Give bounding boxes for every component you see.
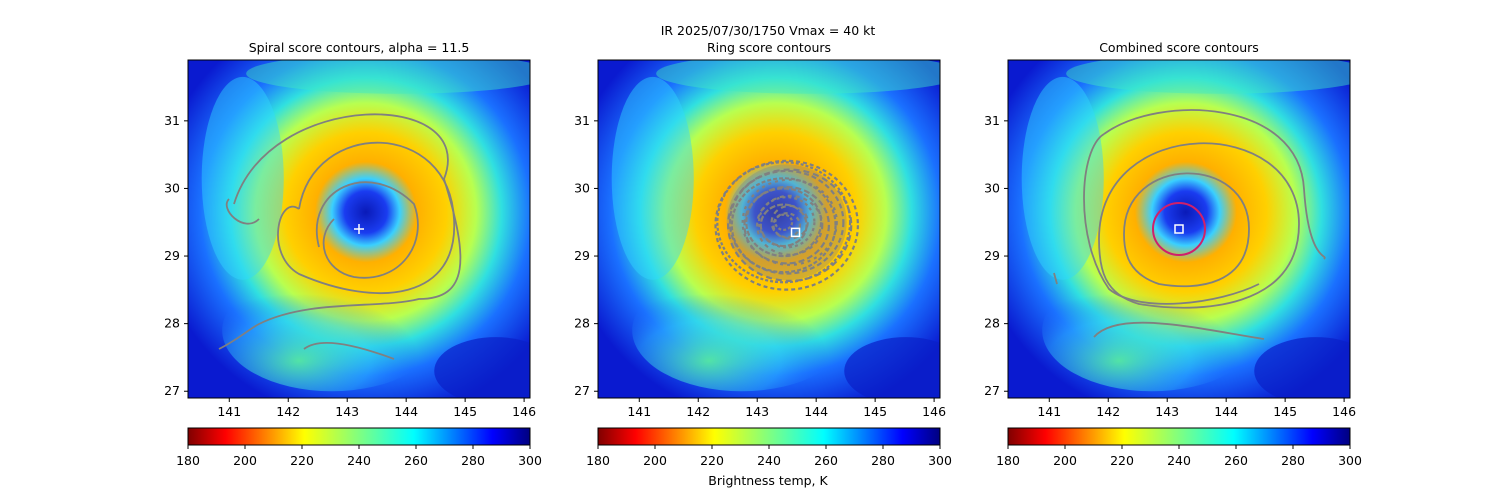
axes-frame <box>1007 59 1351 399</box>
axes-frame <box>597 59 941 399</box>
x-tick-label: 141 <box>1037 404 1061 419</box>
colorbar-tick-label: 220 <box>1110 453 1134 468</box>
colorbar-tick-label: 280 <box>461 453 485 468</box>
y-tick-label: 27 <box>984 383 1000 398</box>
colorbar-tick-label: 300 <box>1338 453 1362 468</box>
score-contours <box>1053 109 1326 340</box>
y-tick-label: 30 <box>164 180 180 195</box>
colorbar-tick-label: 220 <box>700 453 724 468</box>
center-marker <box>354 224 364 234</box>
score-contours <box>714 159 859 291</box>
x-tick-label: 143 <box>1155 404 1179 419</box>
y-tick-label: 28 <box>984 316 1000 331</box>
x-tick-label: 141 <box>627 404 651 419</box>
panel-title: Combined score contours <box>1099 40 1259 55</box>
colorbar-tick-label: 260 <box>1224 453 1248 468</box>
x-tick-label: 143 <box>745 404 769 419</box>
ir-image <box>598 60 940 398</box>
panel-spiral: Spiral score contours, alpha = 11.5 141 14… <box>164 40 542 468</box>
x-tick-label: 145 <box>453 404 477 419</box>
x-tick-label: 146 <box>1332 404 1356 419</box>
figure-suptitle: IR 2025/07/30/1750 Vmax = 40 kt <box>661 23 876 38</box>
y-tick-label: 27 <box>164 383 180 398</box>
colorbar-tick-label: 300 <box>518 453 542 468</box>
panel-combined: Combined score contours 141 142 143 144 145 14… <box>984 40 1362 468</box>
y-tick-label: 29 <box>984 248 1000 263</box>
colorbar-tick-label: 240 <box>1167 453 1191 468</box>
axes-frame <box>187 59 531 399</box>
center-marker <box>1174 224 1184 234</box>
colorbar-tick-label: 260 <box>814 453 838 468</box>
x-tick-label: 145 <box>863 404 887 419</box>
ir-image <box>1008 60 1350 398</box>
colorbar: 180 200 220 240 260 280 300 <box>586 427 952 468</box>
colorbar-tick-label: 200 <box>233 453 257 468</box>
x-tick-label: 142 <box>1096 404 1120 419</box>
x-tick-label: 144 <box>1214 404 1238 419</box>
y-tick-label: 28 <box>164 316 180 331</box>
x-tick-label: 142 <box>276 404 300 419</box>
y-tick-label: 31 <box>574 113 590 128</box>
center-marker <box>790 227 801 238</box>
colorbar-tick-label: 180 <box>586 453 610 468</box>
colorbar-tick-label: 280 <box>1281 453 1305 468</box>
y-tick-label: 29 <box>574 248 590 263</box>
panel-ring: Ring score contours 141 142 143 144 145 146 27 2… <box>574 40 952 468</box>
colorbar-tick-label: 220 <box>290 453 314 468</box>
y-tick-label: 29 <box>164 248 180 263</box>
colorbar-tick-label: 200 <box>643 453 667 468</box>
colorbar-label: Brightness temp, K <box>708 473 828 488</box>
y-tick-label: 30 <box>574 180 590 195</box>
colorbar: 180 200 220 240 260 280 300 <box>176 427 542 468</box>
colorbar-tick-label: 240 <box>347 453 371 468</box>
y-tick-label: 30 <box>984 180 1000 195</box>
panel-title: Spiral score contours, alpha = 11.5 <box>249 40 470 55</box>
x-tick-label: 146 <box>512 404 536 419</box>
colorbar-tick-label: 300 <box>928 453 952 468</box>
x-tick-label: 143 <box>335 404 359 419</box>
x-tick-label: 144 <box>394 404 418 419</box>
ring-contour-cluster <box>714 159 859 291</box>
panel-title: Ring score contours <box>707 40 831 55</box>
colorbar-tick-label: 200 <box>1053 453 1077 468</box>
x-tick-label: 146 <box>922 404 946 419</box>
y-tick-label: 28 <box>574 316 590 331</box>
colorbar-tick-label: 260 <box>404 453 428 468</box>
y-tick-label: 31 <box>164 113 180 128</box>
score-contours <box>218 113 462 360</box>
y-tick-label: 27 <box>574 383 590 398</box>
colorbar: 180 200 220 240 260 280 300 <box>996 427 1362 468</box>
x-tick-label: 142 <box>686 404 710 419</box>
x-tick-label: 141 <box>217 404 241 419</box>
colorbar-tick-label: 180 <box>996 453 1020 468</box>
colorbar-tick-label: 280 <box>871 453 895 468</box>
x-tick-label: 144 <box>804 404 828 419</box>
colorbar-tick-label: 180 <box>176 453 200 468</box>
colorbar-tick-label: 240 <box>757 453 781 468</box>
y-tick-label: 31 <box>984 113 1000 128</box>
x-tick-label: 145 <box>1273 404 1297 419</box>
